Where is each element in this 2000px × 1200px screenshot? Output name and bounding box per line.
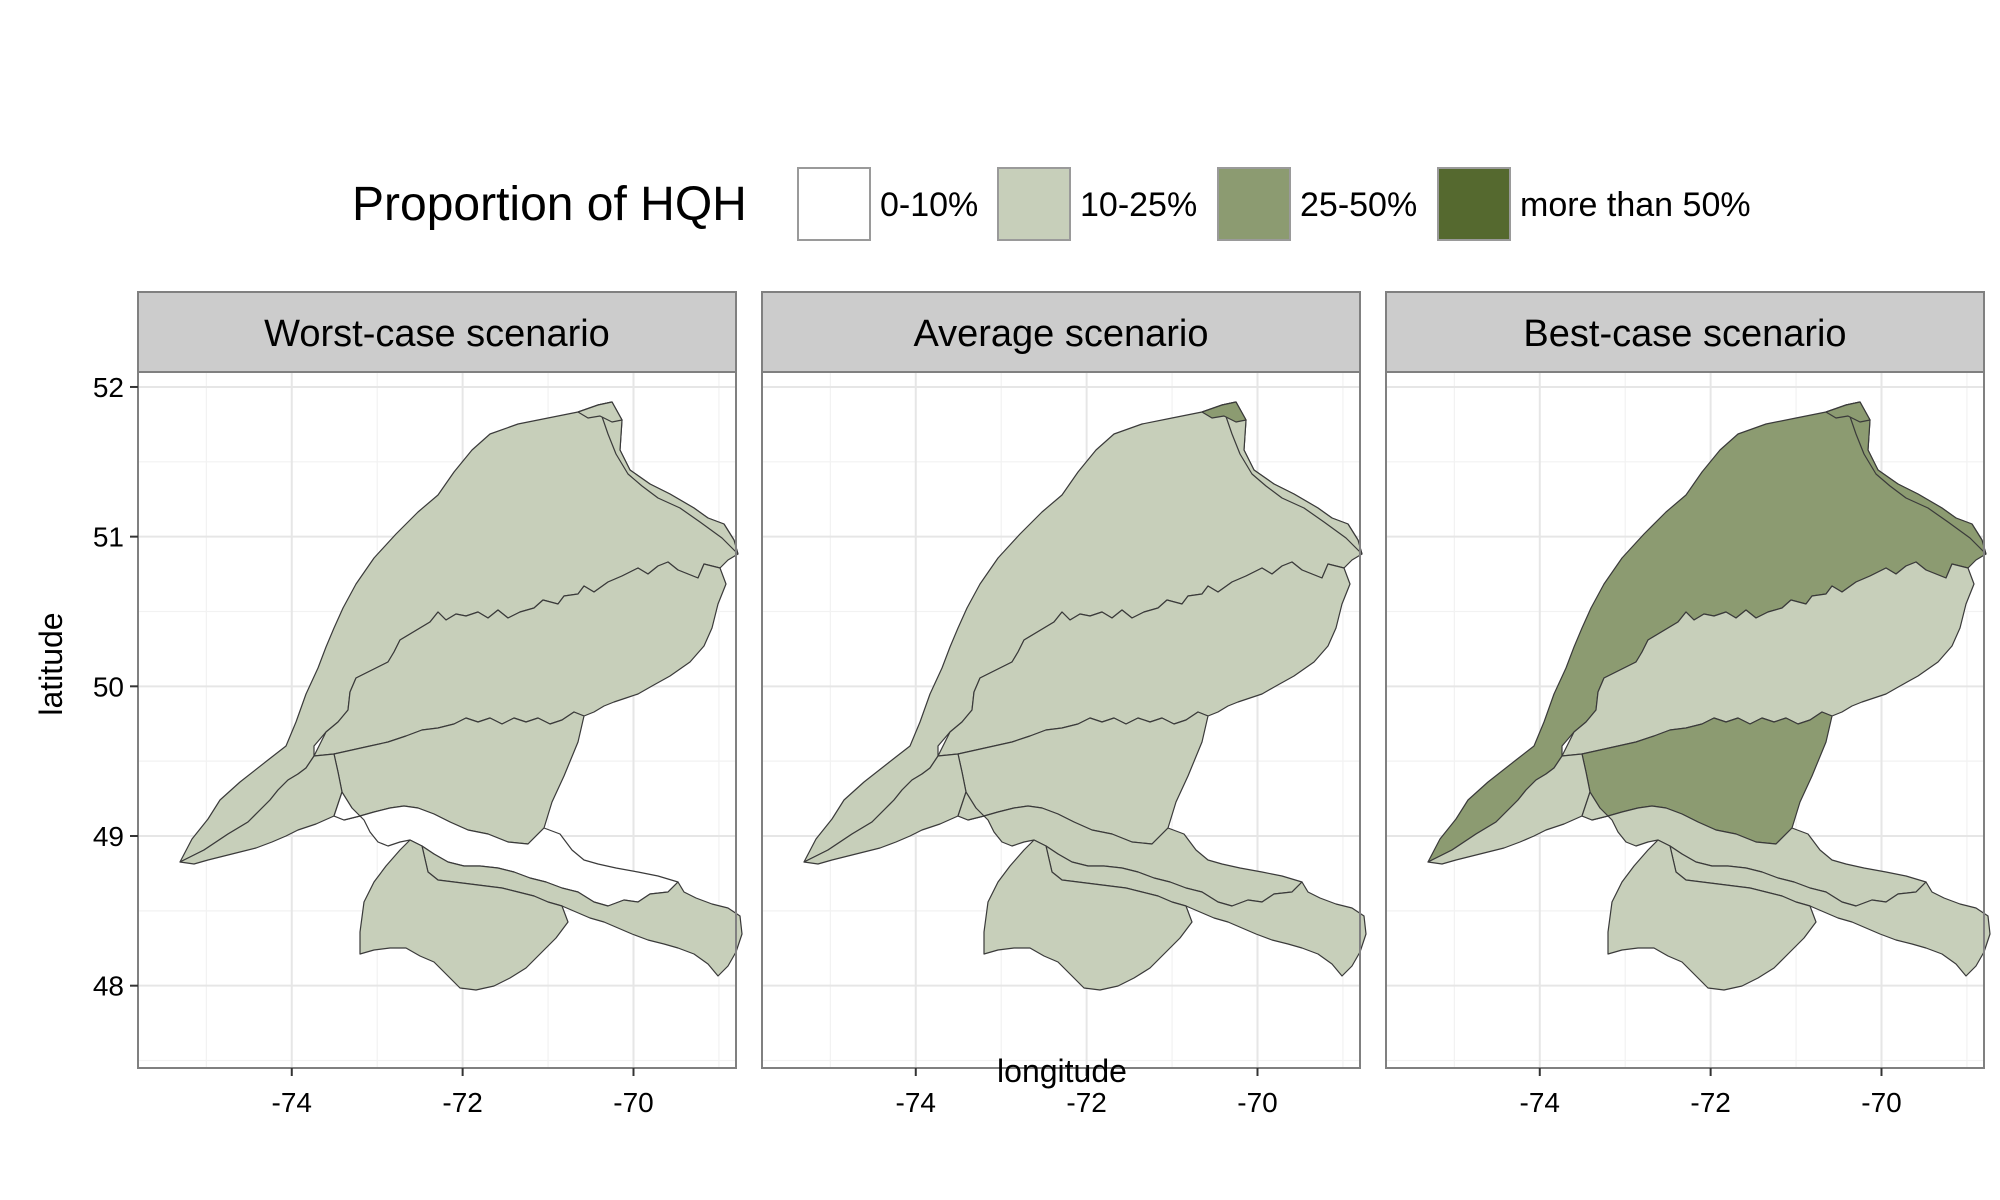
region-southwest-2[interactable]: [1427, 753, 1591, 865]
legend-label-0: 0-10%: [880, 186, 978, 224]
x-tick-label: -72: [1690, 1087, 1730, 1118]
x-tick-label: -74: [1520, 1087, 1560, 1118]
panel-strip-2: [1385, 291, 1985, 373]
map-panel-0: Worst-case scenario -74 -72 -70: [137, 291, 743, 1118]
y-tick-label: 51: [93, 522, 124, 553]
y-tick-label: 49: [93, 821, 124, 852]
panel-strip-1: [761, 291, 1361, 373]
region-southwest-1[interactable]: [803, 753, 967, 865]
region-tip-1[interactable]: [1201, 401, 1247, 423]
region-east-strip-0[interactable]: [597, 401, 739, 555]
map-panel-2: Best-case scenario -74 -72 -70: [1385, 291, 1991, 1118]
legend-title: Proportion of HQH: [352, 178, 747, 231]
legend-label-3: more than 50%: [1520, 186, 1751, 224]
y-tick-label: 52: [93, 372, 124, 403]
legend-label-1: 10-25%: [1080, 186, 1197, 224]
x-tick-label: -74: [272, 1087, 312, 1118]
panel-title-0: Worst-case scenario: [264, 313, 610, 355]
y-tick-label: 48: [93, 971, 124, 1002]
x-tick-label: -72: [442, 1087, 482, 1118]
legend-label-2: 25-50%: [1300, 186, 1417, 224]
region-tip-2[interactable]: [1825, 401, 1871, 423]
x-tick-label: -70: [1237, 1087, 1277, 1118]
map-panel-1: Average scenario -74 -72 -70: [761, 291, 1367, 1118]
legend-key-1: [997, 167, 1071, 241]
region-tip-0[interactable]: [577, 401, 623, 423]
region-map-2: [1427, 401, 1991, 991]
panel-border-1: [761, 371, 1361, 1069]
x-tick-label: -70: [1861, 1087, 1901, 1118]
legend-key-0: [797, 167, 871, 241]
region-far-south-1[interactable]: [983, 839, 1193, 991]
x-tick-label: -72: [1066, 1087, 1106, 1118]
region-southwest-0[interactable]: [179, 753, 343, 865]
y-axis-label: latitude: [33, 612, 69, 715]
x-axis-label: longitude: [997, 1053, 1127, 1089]
x-tick-label: -74: [896, 1087, 936, 1118]
panel-border-2: [1385, 371, 1985, 1069]
region-far-south-0[interactable]: [359, 839, 569, 991]
legend-key-3: [1437, 167, 1511, 241]
panel-title-1: Average scenario: [913, 313, 1208, 355]
panel-strip-0: [137, 291, 737, 373]
region-map-1: [803, 401, 1367, 991]
region-map-0: [179, 401, 743, 991]
legend-key-2: [1217, 167, 1291, 241]
y-tick-label: 50: [93, 671, 124, 702]
panel-title-2: Best-case scenario: [1523, 313, 1846, 355]
legend: Proportion of HQH 0-10% 10-25% 25-50% more …: [352, 167, 1751, 241]
region-east-strip-2[interactable]: [1845, 401, 1987, 555]
x-tick-label: -70: [613, 1087, 653, 1118]
panel-border-0: [137, 371, 737, 1069]
region-far-south-2[interactable]: [1607, 839, 1817, 991]
region-east-strip-1[interactable]: [1221, 401, 1363, 555]
